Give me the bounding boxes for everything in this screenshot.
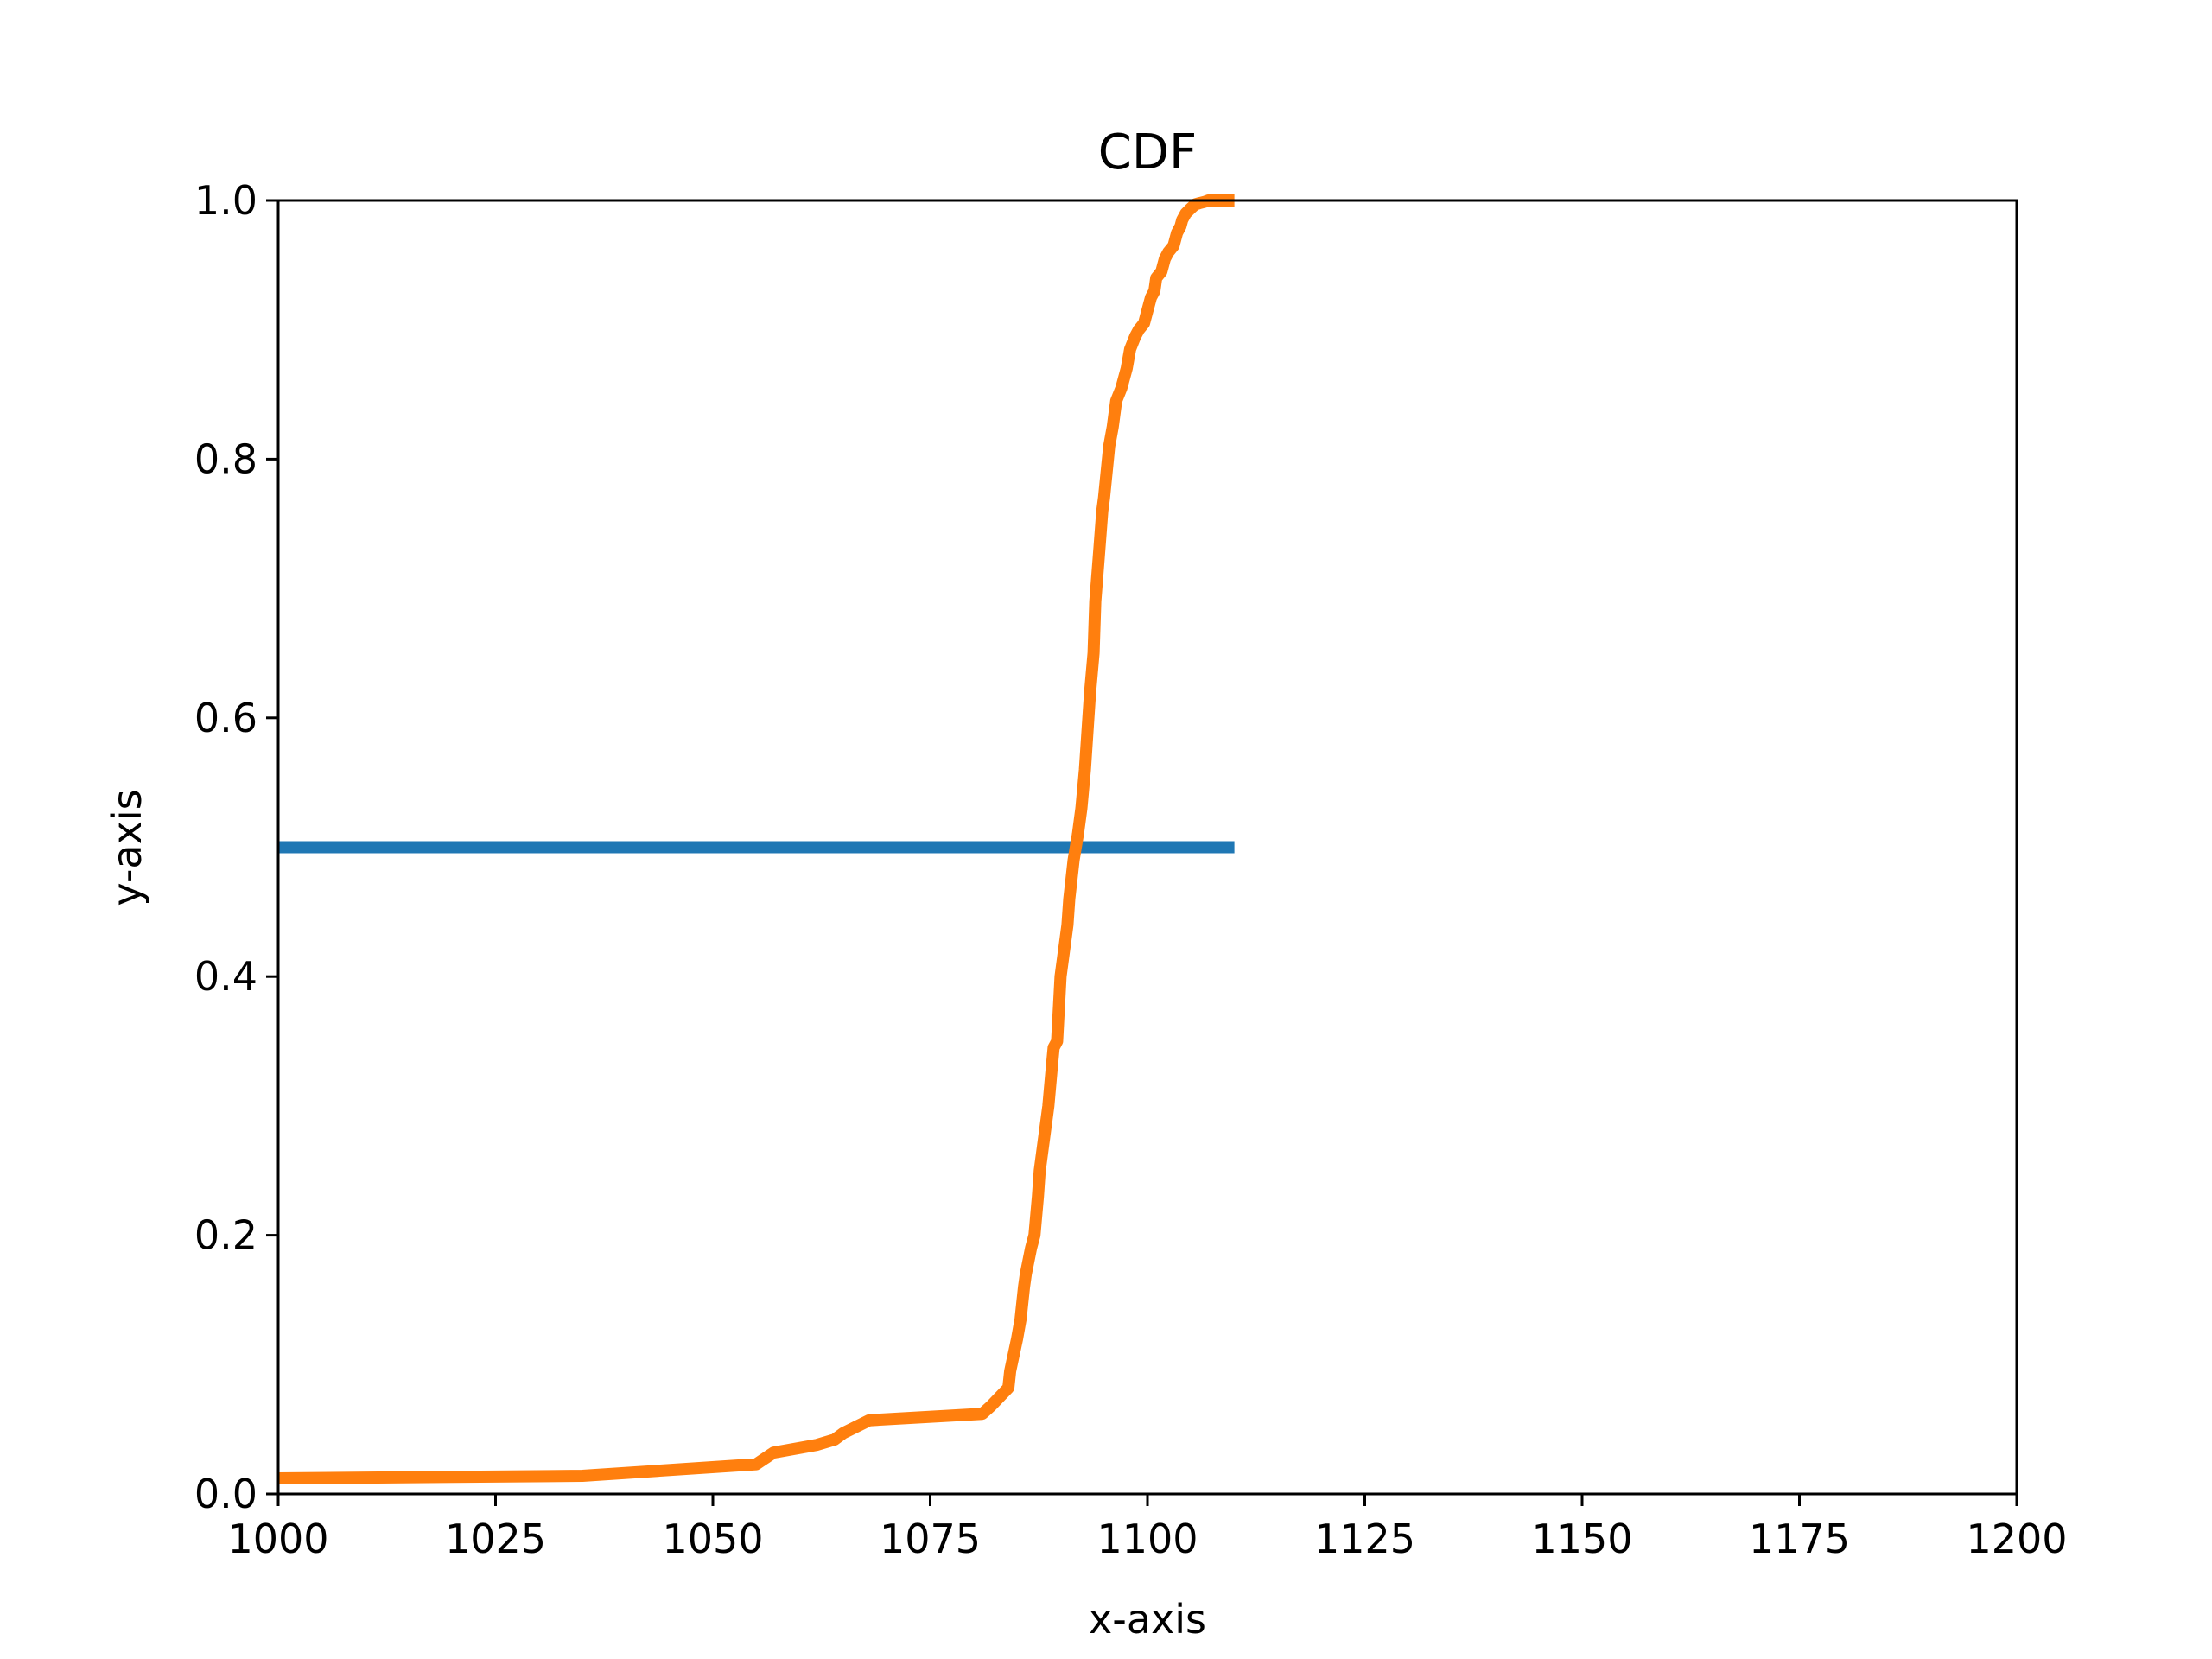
x-tick-label: 1150 (1531, 1516, 1632, 1562)
x-tick-label: 1025 (445, 1516, 546, 1562)
x-axis-label: x-axis (1089, 1596, 1206, 1643)
y-tick-label: 0.0 (194, 1471, 257, 1517)
x-tick-label: 1200 (1966, 1516, 2067, 1562)
y-axis-label: y-axis (104, 789, 150, 906)
x-tick-label: 1050 (662, 1516, 763, 1562)
y-tick-label: 1.0 (194, 177, 257, 224)
x-tick-label: 1000 (227, 1516, 328, 1562)
x-axis-ticks: 1000 1025 1050 1075 1100 1125 1150 1175 1200 (227, 1494, 2068, 1562)
x-tick-label: 1075 (880, 1516, 981, 1562)
x-tick-label: 1100 (1096, 1516, 1198, 1562)
y-tick-label: 0.6 (194, 695, 257, 741)
y-tick-label: 0.4 (194, 953, 257, 1000)
series-layer (277, 194, 1235, 1484)
y-tick-label: 0.8 (194, 435, 257, 482)
x-tick-label: 1125 (1314, 1516, 1415, 1562)
chart-title: CDF (1098, 124, 1197, 181)
y-tick-label: 0.2 (194, 1212, 257, 1259)
series-line-1 (277, 194, 1235, 1484)
x-tick-label: 1175 (1749, 1516, 1850, 1562)
y-axis-ticks: 0.0 0.2 0.4 0.6 0.8 1.0 (194, 177, 278, 1517)
